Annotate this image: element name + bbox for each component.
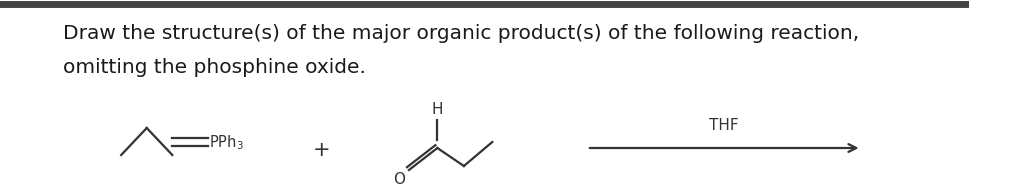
Text: omitting the phosphine oxide.: omitting the phosphine oxide. — [63, 58, 367, 77]
Text: THF: THF — [710, 119, 739, 134]
Text: +: + — [313, 140, 331, 160]
Text: O: O — [393, 173, 406, 188]
Text: H: H — [432, 102, 443, 118]
Text: PPh$_3$: PPh$_3$ — [209, 133, 244, 152]
Text: Draw the structure(s) of the major organic product(s) of the following reaction,: Draw the structure(s) of the major organ… — [63, 24, 860, 43]
